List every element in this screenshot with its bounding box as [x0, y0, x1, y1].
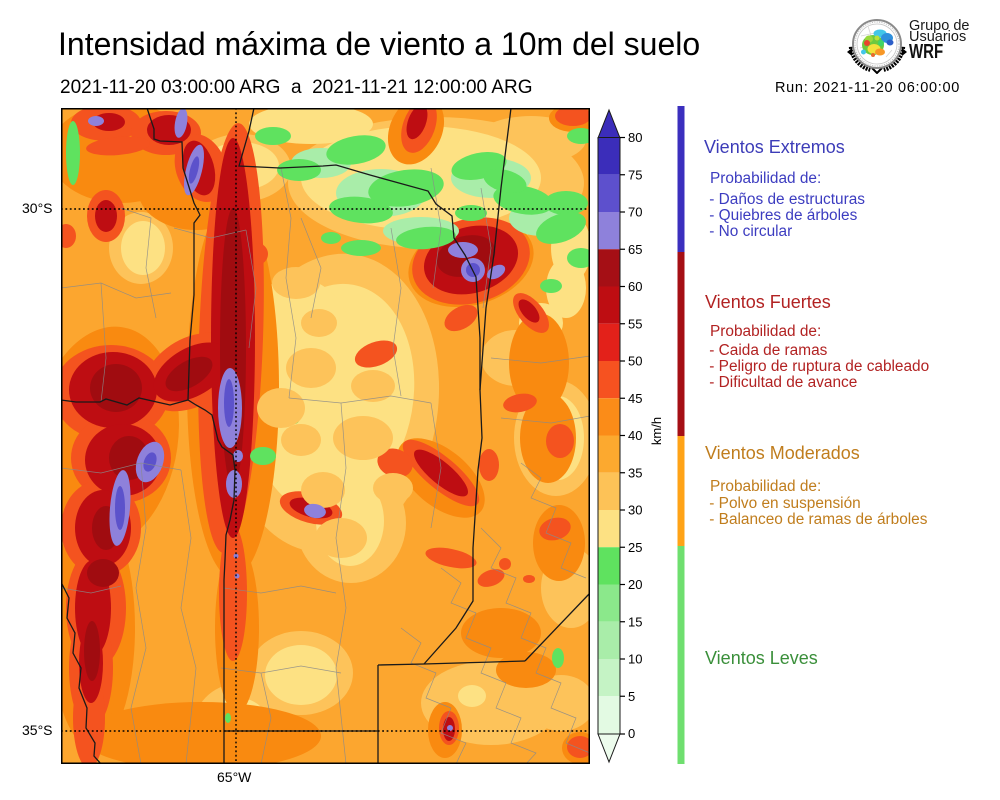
svg-text:50: 50 [628, 354, 642, 369]
svg-text:80: 80 [628, 130, 642, 145]
svg-text:10: 10 [628, 652, 642, 667]
svg-text:60: 60 [628, 279, 642, 294]
svg-text:45: 45 [628, 391, 642, 406]
svg-text:25: 25 [628, 540, 642, 555]
svg-text:55: 55 [628, 316, 642, 331]
svg-text:5: 5 [628, 689, 635, 704]
svg-text:20: 20 [628, 577, 642, 592]
svg-text:65: 65 [628, 242, 642, 257]
svg-text:75: 75 [628, 167, 642, 182]
svg-text:35: 35 [628, 465, 642, 480]
svg-text:30: 30 [628, 503, 642, 518]
svg-text:70: 70 [628, 205, 642, 220]
svg-text:15: 15 [628, 614, 642, 629]
svg-text:km/h: km/h [649, 417, 664, 445]
svg-text:0: 0 [628, 726, 635, 741]
svg-text:40: 40 [628, 428, 642, 443]
